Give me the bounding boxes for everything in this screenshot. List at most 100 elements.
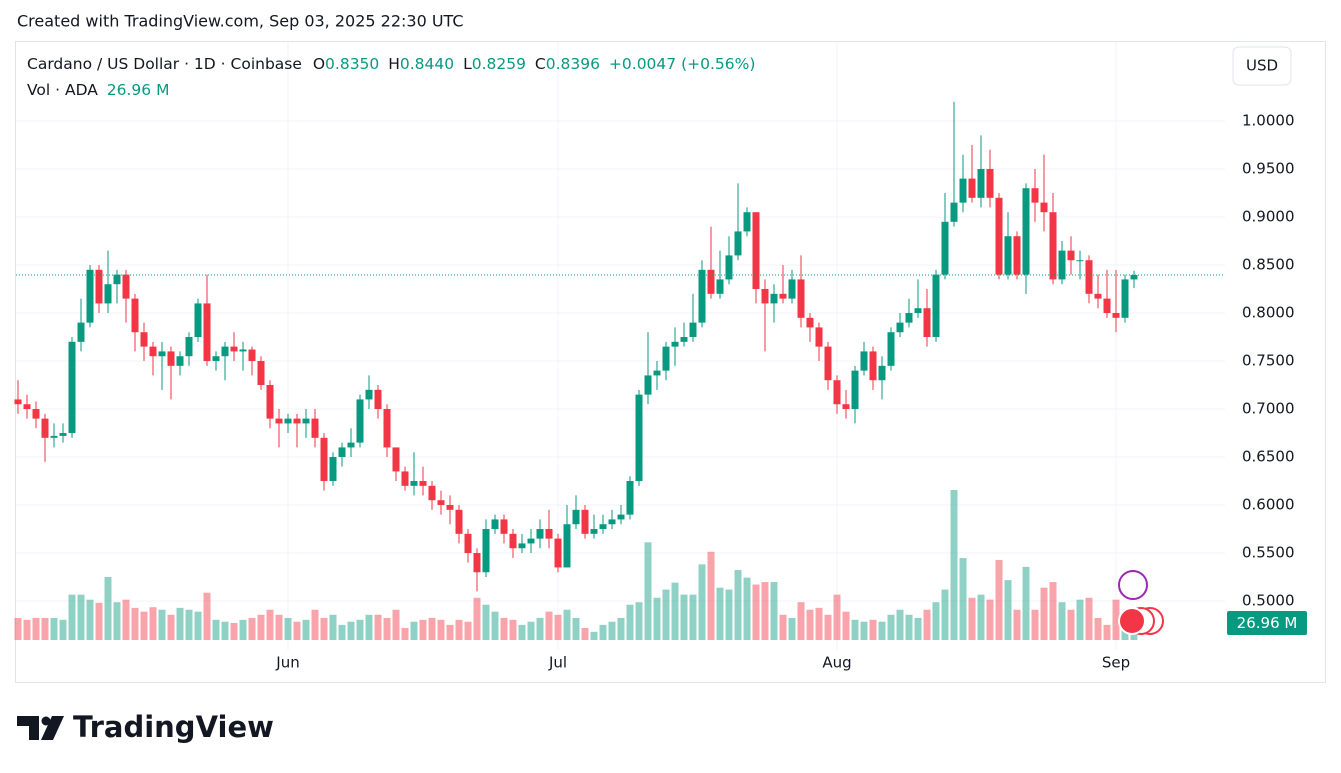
- volume-bar: [104, 576, 112, 640]
- candle-body: [401, 471, 409, 486]
- volume-bar: [86, 599, 94, 640]
- candle-body: [626, 481, 634, 515]
- logo-mark: [17, 716, 39, 740]
- candle-body: [464, 533, 472, 554]
- volume-bar: [311, 609, 319, 640]
- candle-body: [1058, 250, 1066, 280]
- volume-bar: [437, 619, 445, 640]
- x-tick-label: Jul: [548, 654, 567, 672]
- volume-bar: [734, 570, 742, 640]
- volume-bar: [1067, 609, 1075, 640]
- volume-bar: [617, 617, 625, 640]
- candle-body: [743, 212, 751, 232]
- candle-body: [356, 399, 364, 443]
- icon: [1118, 570, 1148, 600]
- volume-bar: [968, 597, 976, 640]
- candle-body: [248, 349, 256, 362]
- volume-bar: [554, 614, 562, 640]
- candle-body: [833, 380, 841, 405]
- candle-body: [707, 269, 715, 294]
- candle-body: [176, 356, 184, 366]
- volume-bar: [1058, 602, 1066, 640]
- volume-bar: [680, 594, 688, 640]
- candle-body: [113, 274, 121, 285]
- candle-body: [167, 351, 175, 366]
- candle-body: [266, 385, 274, 419]
- x-tick-label: Aug: [822, 654, 851, 672]
- candle-body: [680, 337, 688, 342]
- candle-body: [482, 529, 490, 573]
- volume-value: 26.96 M: [107, 81, 170, 99]
- candle-body: [761, 289, 769, 304]
- legend-header: Cardano / US Dollar · 1D · Coinbase O0.8…: [27, 55, 755, 73]
- volume-bar: [986, 599, 994, 640]
- volume-bar: [455, 619, 463, 640]
- candle-body: [725, 255, 733, 280]
- volume-bar: [833, 594, 841, 640]
- candle-body: [1130, 275, 1138, 280]
- volume-bar: [1103, 624, 1111, 640]
- candle-body: [194, 303, 202, 338]
- volume-bar: [905, 614, 913, 640]
- currency-button[interactable]: [1232, 46, 1292, 86]
- candle-body: [851, 370, 859, 410]
- volume-bar: [536, 617, 544, 640]
- candle-body: [527, 538, 535, 544]
- candle-body: [491, 519, 499, 530]
- volume-bar: [653, 597, 661, 640]
- volume-bar: [923, 609, 931, 640]
- y-tick-label: 0.5500: [1242, 544, 1295, 562]
- candle-body: [968, 178, 976, 198]
- volume-bar: [761, 582, 769, 640]
- candle-body: [752, 212, 760, 290]
- candle-body: [131, 298, 139, 333]
- volume-bar: [527, 621, 535, 640]
- candle-body: [590, 529, 598, 534]
- volume-bar: [158, 609, 166, 640]
- x-tick-label: Jun: [275, 654, 299, 672]
- candle-body: [509, 533, 517, 549]
- brand-logo: TradingView: [17, 710, 274, 744]
- candle-body: [419, 481, 427, 486]
- volume-bar: [212, 619, 220, 640]
- volume-bar: [401, 628, 409, 640]
- volume-bar: [167, 614, 175, 640]
- y-tick-label: 0.6000: [1242, 496, 1295, 514]
- candle-body: [716, 279, 724, 294]
- volume-bar: [194, 611, 202, 640]
- volume-bar: [293, 621, 301, 640]
- candle-body: [1004, 236, 1012, 275]
- candle-body: [104, 284, 112, 304]
- currency-label[interactable]: USD: [1246, 57, 1278, 75]
- close-label: C: [535, 55, 546, 73]
- candle-body: [905, 313, 913, 323]
- volume-bar: [815, 607, 823, 640]
- candle-body: [383, 409, 391, 448]
- volume-bar: [824, 614, 832, 640]
- candle-body: [1121, 279, 1129, 318]
- volume-bar: [203, 592, 211, 640]
- candle-body: [914, 308, 922, 314]
- volume-bar: [707, 551, 715, 640]
- volume-bar: [149, 607, 157, 640]
- candle-body: [1103, 298, 1111, 314]
- candle-body: [896, 322, 904, 333]
- high-label: H: [388, 55, 400, 73]
- volume-bar: [1022, 566, 1030, 640]
- volume-bar: [572, 617, 580, 640]
- volume-bar: [662, 589, 670, 640]
- candle-body: [554, 538, 562, 568]
- candle-body: [410, 481, 418, 486]
- candle-body: [50, 435, 58, 438]
- candle-body: [815, 327, 823, 347]
- volume-bar: [1094, 617, 1102, 640]
- volume-bar: [23, 619, 31, 640]
- candle-body: [878, 365, 886, 381]
- candle-body: [1049, 212, 1057, 280]
- icon: [1118, 607, 1146, 635]
- candle-body: [59, 433, 67, 436]
- volume-bar: [230, 622, 238, 640]
- candle-body: [959, 178, 967, 203]
- logo-mark: [41, 716, 51, 726]
- candle-body: [122, 274, 130, 299]
